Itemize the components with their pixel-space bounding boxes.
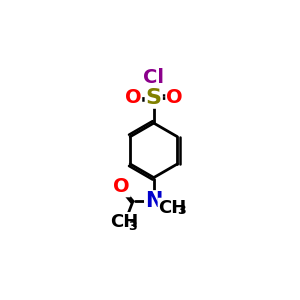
Text: O: O (124, 88, 141, 107)
Text: CH: CH (159, 199, 187, 217)
Text: S: S (146, 88, 162, 108)
Text: N: N (145, 191, 162, 211)
Text: O: O (166, 88, 183, 107)
Text: O: O (113, 177, 130, 196)
Text: CH: CH (110, 213, 138, 231)
Text: Cl: Cl (143, 68, 164, 87)
Text: 3: 3 (129, 220, 137, 232)
Text: 3: 3 (177, 204, 186, 218)
